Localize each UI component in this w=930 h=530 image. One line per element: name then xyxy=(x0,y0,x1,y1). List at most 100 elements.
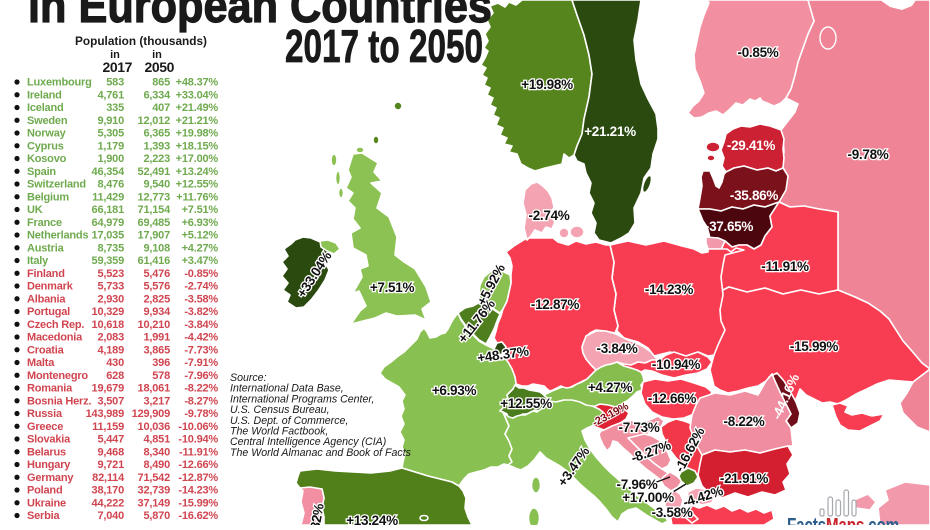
svg-text:9,540: 9,540 xyxy=(143,179,170,191)
svg-text:-3.84%: -3.84% xyxy=(597,341,638,356)
svg-text:12,012: 12,012 xyxy=(138,115,171,127)
svg-text:64,979: 64,979 xyxy=(92,217,125,229)
svg-text:10,618: 10,618 xyxy=(92,319,125,331)
svg-text:+48.37%: +48.37% xyxy=(176,77,219,89)
svg-text:32,739: 32,739 xyxy=(138,485,171,497)
svg-text:-8.22%: -8.22% xyxy=(724,414,765,429)
svg-text:61,416: 61,416 xyxy=(138,255,171,267)
svg-text:9,910: 9,910 xyxy=(97,115,124,127)
svg-text:1,179: 1,179 xyxy=(97,140,124,152)
svg-text:430: 430 xyxy=(106,357,124,369)
svg-text:46,354: 46,354 xyxy=(92,166,126,178)
svg-text:335: 335 xyxy=(106,102,124,114)
svg-text:11,429: 11,429 xyxy=(92,191,124,203)
svg-text:Belgium: Belgium xyxy=(27,191,69,203)
svg-text:9,934: 9,934 xyxy=(143,306,171,318)
svg-text:-11.91%: -11.91% xyxy=(179,446,218,458)
svg-text:-10.94%: -10.94% xyxy=(178,434,218,446)
svg-text:Greece: Greece xyxy=(27,421,63,433)
svg-text:11,159: 11,159 xyxy=(92,421,124,433)
svg-text:3,865: 3,865 xyxy=(143,344,170,356)
svg-text:2,223: 2,223 xyxy=(143,153,170,165)
svg-text:in: in xyxy=(110,49,120,61)
svg-text:in: in xyxy=(152,49,162,61)
svg-text:5,870: 5,870 xyxy=(143,510,170,522)
svg-text:Malta: Malta xyxy=(27,357,55,369)
svg-text:-4.42%: -4.42% xyxy=(184,332,218,344)
svg-text:-14.23%: -14.23% xyxy=(645,282,693,297)
svg-text:4,189: 4,189 xyxy=(97,344,124,356)
svg-text:-37.65%: -37.65% xyxy=(705,219,753,234)
svg-text:66,181: 66,181 xyxy=(92,204,125,216)
svg-text:+19.98%: +19.98% xyxy=(521,77,573,92)
svg-text:-7.73%: -7.73% xyxy=(184,344,218,356)
svg-text:2017: 2017 xyxy=(102,59,132,75)
svg-text:Albania: Albania xyxy=(27,293,66,305)
svg-text:Bosnia Herz.: Bosnia Herz. xyxy=(27,395,91,407)
svg-text:+7.51%: +7.51% xyxy=(370,280,415,295)
svg-text:+33.04%: +33.04% xyxy=(176,89,219,101)
svg-text:-7.73%: -7.73% xyxy=(619,420,660,435)
svg-text:-0.85%: -0.85% xyxy=(184,268,218,280)
svg-text:Central Intelligence Agency (C: Central Intelligence Agency (CIA) xyxy=(230,436,386,448)
svg-text:4,761: 4,761 xyxy=(97,89,124,101)
svg-text:1,393: 1,393 xyxy=(143,140,170,152)
svg-text:+6.93%: +6.93% xyxy=(182,217,219,229)
svg-text:2050: 2050 xyxy=(144,59,174,75)
svg-text:-10.06%: -10.06% xyxy=(178,421,218,433)
svg-text:578: 578 xyxy=(152,370,170,382)
svg-text:8,476: 8,476 xyxy=(97,179,124,191)
svg-text:-35.86%: -35.86% xyxy=(730,188,778,203)
svg-text:-2.74%: -2.74% xyxy=(529,208,570,223)
svg-text:5,733: 5,733 xyxy=(97,281,124,293)
svg-text:-9.78%: -9.78% xyxy=(184,408,218,420)
svg-text:+4.27%: +4.27% xyxy=(588,380,633,395)
svg-text:Ukraine: Ukraine xyxy=(27,497,66,509)
svg-text:-12.87%: -12.87% xyxy=(531,297,579,312)
svg-text:396: 396 xyxy=(152,357,170,369)
svg-text:-3.84%: -3.84% xyxy=(184,319,218,331)
svg-text:Population (thousands): Population (thousands) xyxy=(75,34,207,48)
svg-text:+17.00%: +17.00% xyxy=(176,153,219,165)
svg-text:4,851: 4,851 xyxy=(143,434,170,446)
svg-text:-8.22%: -8.22% xyxy=(184,383,218,395)
svg-text:Russia: Russia xyxy=(27,408,63,420)
svg-text:+12.55%: +12.55% xyxy=(176,179,219,191)
svg-text:+3.47%: +3.47% xyxy=(182,255,219,267)
svg-text:-29.41%: -29.41% xyxy=(727,138,775,153)
svg-text:Norway: Norway xyxy=(27,128,67,140)
svg-text:-14.23%: -14.23% xyxy=(178,485,218,497)
svg-text:2,825: 2,825 xyxy=(143,293,170,305)
svg-text:-8.27%: -8.27% xyxy=(184,395,218,407)
svg-text:-3.58%: -3.58% xyxy=(184,293,218,305)
svg-text:Romania: Romania xyxy=(27,383,73,395)
svg-text:583: 583 xyxy=(106,77,124,89)
svg-text:-0.85%: -0.85% xyxy=(738,45,779,60)
svg-text:8,735: 8,735 xyxy=(97,242,124,254)
svg-text:129,909: 129,909 xyxy=(132,408,170,420)
svg-text:Finland: Finland xyxy=(27,268,65,280)
svg-text:59,359: 59,359 xyxy=(92,255,125,267)
svg-text:5,576: 5,576 xyxy=(143,281,170,293)
svg-text:10,329: 10,329 xyxy=(92,306,125,318)
svg-text:Kosovo: Kosovo xyxy=(27,153,67,165)
svg-text:+17.00%: +17.00% xyxy=(622,490,674,505)
svg-text:+21.49%: +21.49% xyxy=(176,102,219,114)
svg-text:-15.99%: -15.99% xyxy=(178,497,218,509)
svg-text:Spain: Spain xyxy=(27,166,56,178)
svg-text:5,447: 5,447 xyxy=(97,434,124,446)
svg-text:Switzerland: Switzerland xyxy=(27,179,86,191)
svg-text:-11.91%: -11.91% xyxy=(761,259,809,274)
svg-text:1,991: 1,991 xyxy=(143,332,170,344)
svg-text:+12.55%: +12.55% xyxy=(500,396,552,411)
svg-text:5,523: 5,523 xyxy=(97,268,124,280)
svg-text:U.S. Census Bureau,: U.S. Census Bureau, xyxy=(230,404,330,416)
svg-text:44,222: 44,222 xyxy=(92,497,125,509)
svg-text:+7.51%: +7.51% xyxy=(182,204,219,216)
svg-text:12,773: 12,773 xyxy=(138,191,171,203)
svg-text:52,491: 52,491 xyxy=(138,166,171,178)
svg-text:+18.15%: +18.15% xyxy=(176,140,219,152)
svg-text:9,721: 9,721 xyxy=(97,459,124,471)
svg-text:3,507: 3,507 xyxy=(97,395,124,407)
svg-text:+19.98%: +19.98% xyxy=(176,128,219,140)
